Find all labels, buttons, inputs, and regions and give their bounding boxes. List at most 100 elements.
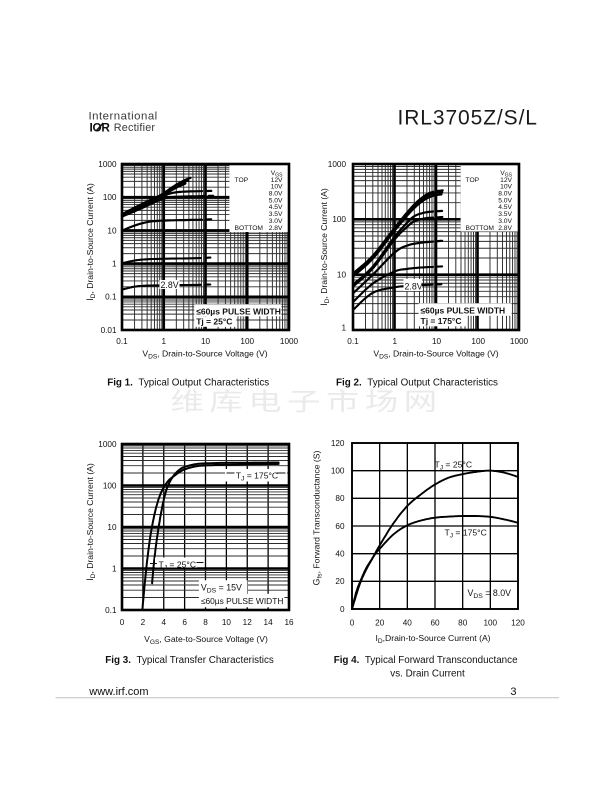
svg-text:8: 8 [203, 618, 208, 627]
svg-text:VGS, Gate-to-Source Voltage (V: VGS, Gate-to-Source Voltage (V) [144, 634, 268, 646]
svg-text:ID,Drain-to-Source Current (A): ID,Drain-to-Source Current (A) [375, 633, 490, 645]
svg-text:12V: 12V [271, 177, 283, 184]
svg-text:≤60µs PULSE WIDTH: ≤60µs PULSE WIDTH [196, 306, 281, 316]
svg-text:1000: 1000 [328, 160, 347, 169]
svg-text:Tj = 25°C: Tj = 25°C [196, 317, 232, 327]
svg-text:100: 100 [331, 467, 345, 476]
svg-text:80: 80 [335, 494, 345, 503]
svg-text:Fig 1.Typical Output Character: Fig 1. Typical Output Characteristics [107, 378, 269, 389]
svg-text:80: 80 [458, 619, 468, 628]
svg-text:0.1: 0.1 [105, 606, 117, 615]
svg-text:3.5V: 3.5V [498, 211, 512, 218]
svg-text:100: 100 [483, 619, 497, 628]
svg-text:8.0V: 8.0V [269, 191, 283, 198]
svg-text:VGS: VGS [500, 170, 512, 178]
svg-text:10V: 10V [271, 184, 283, 191]
svg-text:TJ = 25°C: TJ = 25°C [159, 560, 197, 572]
svg-text:Fig 2.Typical Output Character: Fig 2. Typical Output Characteristics [336, 378, 498, 389]
svg-text:VDS, Drain-to-Source Voltage (: VDS, Drain-to-Source Voltage (V) [373, 349, 498, 361]
svg-text:2.8V: 2.8V [161, 280, 179, 290]
svg-text:10V: 10V [500, 184, 512, 191]
svg-text:4: 4 [162, 618, 167, 627]
svg-text:0: 0 [350, 619, 355, 628]
svg-text:40: 40 [403, 619, 413, 628]
svg-text:2.8V: 2.8V [269, 225, 283, 232]
svg-text:10: 10 [107, 523, 117, 532]
svg-text:100: 100 [103, 193, 117, 202]
svg-text:6: 6 [182, 618, 187, 627]
svg-text:ID, Drain-to-Source Current (A: ID, Drain-to-Source Current (A) [85, 183, 97, 301]
svg-text:3.0V: 3.0V [269, 218, 283, 225]
svg-text:12: 12 [243, 618, 253, 627]
svg-text:Rectifier: Rectifier [114, 122, 156, 134]
svg-text:0: 0 [340, 605, 345, 614]
svg-text:vs. Drain Current: vs. Drain Current [390, 668, 465, 679]
svg-text:10: 10 [222, 618, 232, 627]
svg-text:0.1: 0.1 [105, 293, 117, 302]
svg-text:10: 10 [432, 337, 442, 346]
svg-text:1: 1 [392, 337, 397, 346]
svg-text:VGS: VGS [271, 170, 283, 178]
svg-text:20: 20 [335, 577, 345, 586]
svg-text:3.5V: 3.5V [269, 211, 283, 218]
svg-text:100: 100 [332, 215, 346, 224]
svg-text:60: 60 [335, 522, 345, 531]
svg-text:5.0V: 5.0V [498, 197, 512, 204]
svg-text:2.8V: 2.8V [405, 282, 423, 292]
svg-text:1000: 1000 [98, 160, 117, 169]
svg-text:10: 10 [201, 337, 211, 346]
svg-text:10: 10 [107, 226, 117, 235]
svg-text:1: 1 [161, 337, 166, 346]
svg-text:2.8V: 2.8V [498, 225, 512, 232]
svg-text:ID, Drain-to-Source Current (A: ID, Drain-to-Source Current (A) [319, 188, 331, 306]
svg-text:≤60µs PULSE WIDTH: ≤60µs PULSE WIDTH [421, 305, 506, 315]
svg-text:100: 100 [103, 481, 117, 490]
svg-text:1000: 1000 [98, 440, 117, 449]
svg-text:维库电子市场网: 维库电子市场网 [171, 388, 443, 415]
svg-text:0: 0 [120, 618, 125, 627]
svg-text:1: 1 [341, 324, 346, 333]
svg-text:20: 20 [375, 619, 385, 628]
svg-text:TJ = 175°C: TJ = 175°C [236, 471, 278, 483]
svg-text:2: 2 [141, 618, 146, 627]
svg-text:0.1: 0.1 [116, 337, 128, 346]
svg-text:TJ = 175°C: TJ = 175°C [445, 528, 487, 540]
svg-text:www.irf.com: www.irf.com [88, 686, 148, 698]
svg-text:120: 120 [331, 439, 345, 448]
svg-text:TJ = 25°C: TJ = 25°C [435, 459, 473, 471]
svg-text:TOP: TOP [235, 177, 249, 184]
svg-text:100: 100 [240, 337, 254, 346]
svg-text:0.1: 0.1 [347, 337, 359, 346]
svg-text:Fig 4.Typical Forward Transcon: Fig 4. Typical Forward Transconductance [334, 655, 518, 666]
svg-text:60: 60 [430, 619, 440, 628]
svg-text:1: 1 [112, 260, 117, 269]
svg-text:1000: 1000 [510, 337, 529, 346]
svg-text:Tj = 175°C: Tj = 175°C [421, 316, 462, 326]
svg-text:Gfs, Forward Transconductance: Gfs, Forward Transconductance (S) [312, 451, 324, 586]
svg-text:100: 100 [471, 337, 485, 346]
svg-text:10: 10 [337, 271, 347, 280]
svg-text:TOP: TOP [466, 177, 480, 184]
svg-text:BOTTOM: BOTTOM [235, 225, 264, 232]
svg-text:0.01: 0.01 [101, 326, 117, 335]
svg-text:40: 40 [335, 550, 345, 559]
svg-text:BOTTOM: BOTTOM [466, 225, 495, 232]
svg-text:12V: 12V [500, 177, 512, 184]
svg-text:4.5V: 4.5V [498, 204, 512, 211]
svg-text:1: 1 [112, 564, 117, 573]
svg-text:3.0V: 3.0V [498, 218, 512, 225]
svg-text:1000: 1000 [280, 337, 299, 346]
svg-text:4.5V: 4.5V [269, 204, 283, 211]
svg-text:5.0V: 5.0V [269, 197, 283, 204]
svg-text:120: 120 [511, 619, 525, 628]
svg-text:≤60µs PULSE WIDTH: ≤60µs PULSE WIDTH [201, 596, 284, 606]
svg-text:ID, Drain-to-Source Current (: ID, Drain-to-Source Current (A) [85, 463, 97, 581]
svg-text:16: 16 [284, 618, 294, 627]
svg-text:Fig 3.Typical Transfer Charact: Fig 3. Typical Transfer Characteristics [105, 655, 274, 666]
svg-text:IRL3705Z/S/L: IRL3705Z/S/L [398, 107, 538, 130]
svg-text:VDS, Drain-to-Source Voltage (: VDS, Drain-to-Source Voltage (V) [142, 349, 267, 361]
svg-text:International: International [89, 111, 158, 123]
svg-text:14: 14 [264, 618, 274, 627]
svg-text:3: 3 [510, 686, 516, 698]
svg-text:8.0V: 8.0V [498, 191, 512, 198]
